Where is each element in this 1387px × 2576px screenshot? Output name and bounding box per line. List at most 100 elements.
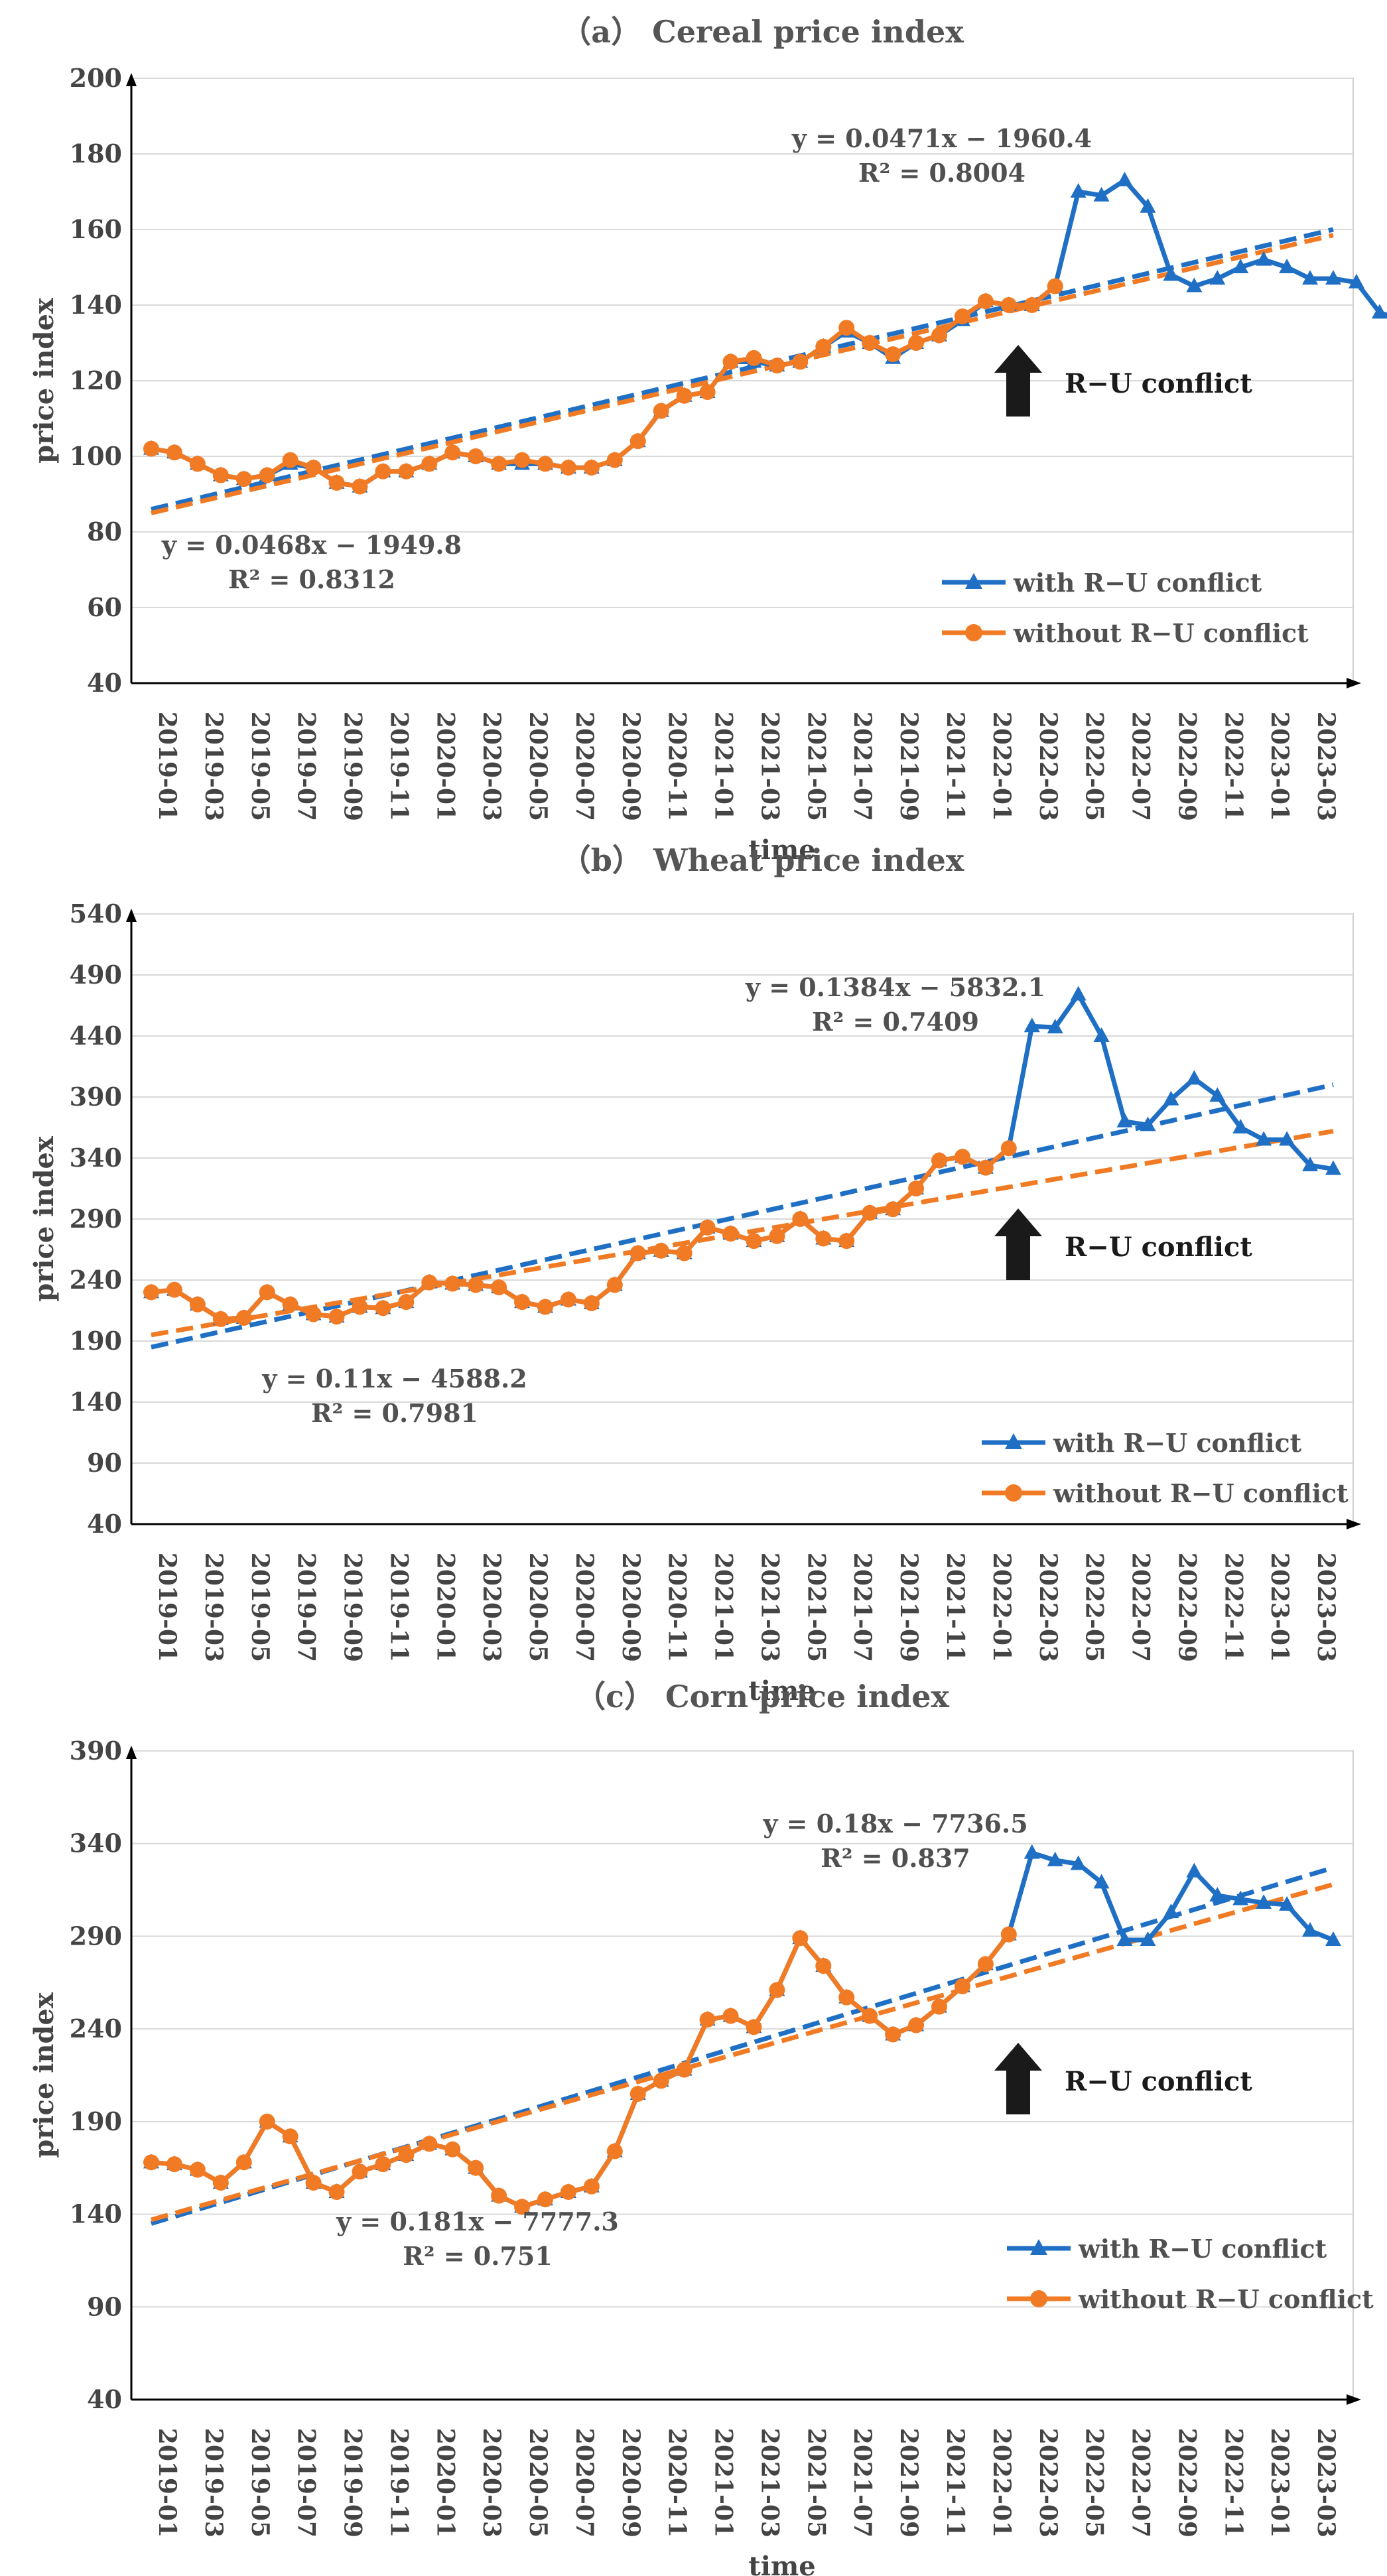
legend-item-with-conflict: with R−U conflict [982,1428,1302,1458]
data-point [352,2163,368,2180]
x-tick-label: 2022-07 [1127,712,1155,821]
x-tick-label: 2021-07 [848,1553,876,1662]
data-point [375,463,391,480]
y-tick-label: 40 [87,1509,122,1539]
x-tick-label: 2019-03 [200,2428,228,2538]
y-axis-arrow [126,1746,137,1759]
data-point [606,2143,623,2159]
x-tick-label: 2021-05 [802,712,830,821]
data-point [1116,1112,1133,1127]
data-point [815,1230,832,1247]
x-tick-label: 2019-09 [339,712,367,821]
x-tick-label: 2021-03 [756,712,783,821]
data-point [1302,270,1319,285]
x-tick-label: 2020-11 [663,712,691,821]
data-point [1209,1087,1226,1102]
y-tick-label: 240 [70,1265,122,1295]
data-point [1140,1116,1156,1131]
data-point [908,335,925,351]
legend-label: without R−U conflict [1078,2284,1374,2314]
data-point [468,448,484,464]
data-point [1000,1926,1017,1943]
data-point [1209,270,1226,285]
legend-item-without-conflict: without R−U conflict [942,618,1309,648]
data-point [722,2008,739,2024]
chart-title: （b） Wheat price index [561,842,964,878]
data-point [1163,266,1179,281]
x-tick-label: 2019-09 [339,1553,367,1662]
data-point [606,1277,623,1293]
data-point [1325,270,1341,285]
x-tick-label: 2019-01 [153,712,181,821]
r-squared: R² = 0.751 [403,2241,553,2271]
data-point [1186,1070,1203,1085]
data-point [1000,1140,1017,1157]
x-tick-label: 2021-05 [802,2428,830,2538]
y-tick-label: 40 [87,2384,122,2414]
y-tick-label: 190 [70,2106,122,2136]
x-tick-label: 2020-03 [478,2428,505,2538]
x-tick-label: 2021-01 [710,1553,738,1662]
trendline-with-conflict [151,1082,1334,1350]
data-point [514,2199,531,2215]
data-point [259,2113,275,2130]
x-tick-label: 2021-01 [710,712,738,821]
data-point [629,1245,646,1261]
y-tick-label: 80 [87,517,122,547]
data-point [606,452,623,468]
data-point [421,1274,438,1291]
data-point [1093,1874,1110,1889]
x-tick-label: 2020-05 [524,1553,552,1662]
data-point [746,2019,762,2035]
x-tick-label: 2022-05 [1081,1553,1108,1662]
data-point [699,384,716,401]
data-point [328,1309,345,1325]
data-point [629,433,646,450]
regression-equation: y = 0.11x − 4588.2 [261,1364,527,1393]
x-axis-arrow [1347,1519,1361,1529]
data-point [931,1998,947,2015]
data-point [1256,1894,1272,1909]
data-point [235,471,252,487]
y-tick-label: 160 [70,214,122,244]
legend-label: with R−U conflict [1078,2234,1327,2264]
data-point [1348,273,1364,289]
y-axis-label: price index [29,297,60,464]
x-tick-label: 2020-09 [617,712,645,821]
plot-area [131,1750,1354,2400]
data-point [1256,1131,1272,1146]
data-point [1047,1019,1063,1034]
data-point [537,456,553,472]
data-point [792,1211,809,1227]
x-tick-label: 2022-07 [1127,2428,1155,2538]
conflict-annotation: R−U conflict [1065,368,1252,399]
data-point [1163,1090,1179,1106]
x-axis-label: time [748,2551,815,2576]
data-point [862,1204,878,1221]
data-point [1371,304,1387,319]
x-tick-label: 2020-05 [524,2428,552,2538]
series-line-without-conflict [151,284,1057,489]
regression-equation: y = 0.0468x − 1949.8 [161,530,462,560]
data-point [352,478,368,495]
x-tick-label: 2020-01 [431,1553,459,1662]
x-tick-label: 2021-11 [941,2428,969,2538]
data-point [653,1242,669,1259]
data-point [1047,278,1063,294]
data-point [977,1159,994,1176]
x-tick-label: 2021-07 [848,712,876,821]
x-tick-label: 2023-01 [1266,2428,1293,2538]
data-point [792,1930,809,1947]
x-tick-label: 2020-09 [617,1553,645,1662]
y-tick-label: 140 [70,290,122,320]
data-point [468,2159,484,2176]
y-axis-label: price index [29,1992,60,2158]
x-tick-label: 2019-05 [246,1553,274,1662]
data-point [1302,1922,1319,1937]
data-point [491,2187,507,2204]
legend-marker [1030,2239,1047,2255]
y-tick-label: 180 [70,139,122,168]
chart-cereal: 40 60 80 100 120 140 160 180 200 2019-01 2019-03 20… [29,14,1387,866]
data-point [676,2061,693,2078]
data-point [1325,1160,1341,1175]
